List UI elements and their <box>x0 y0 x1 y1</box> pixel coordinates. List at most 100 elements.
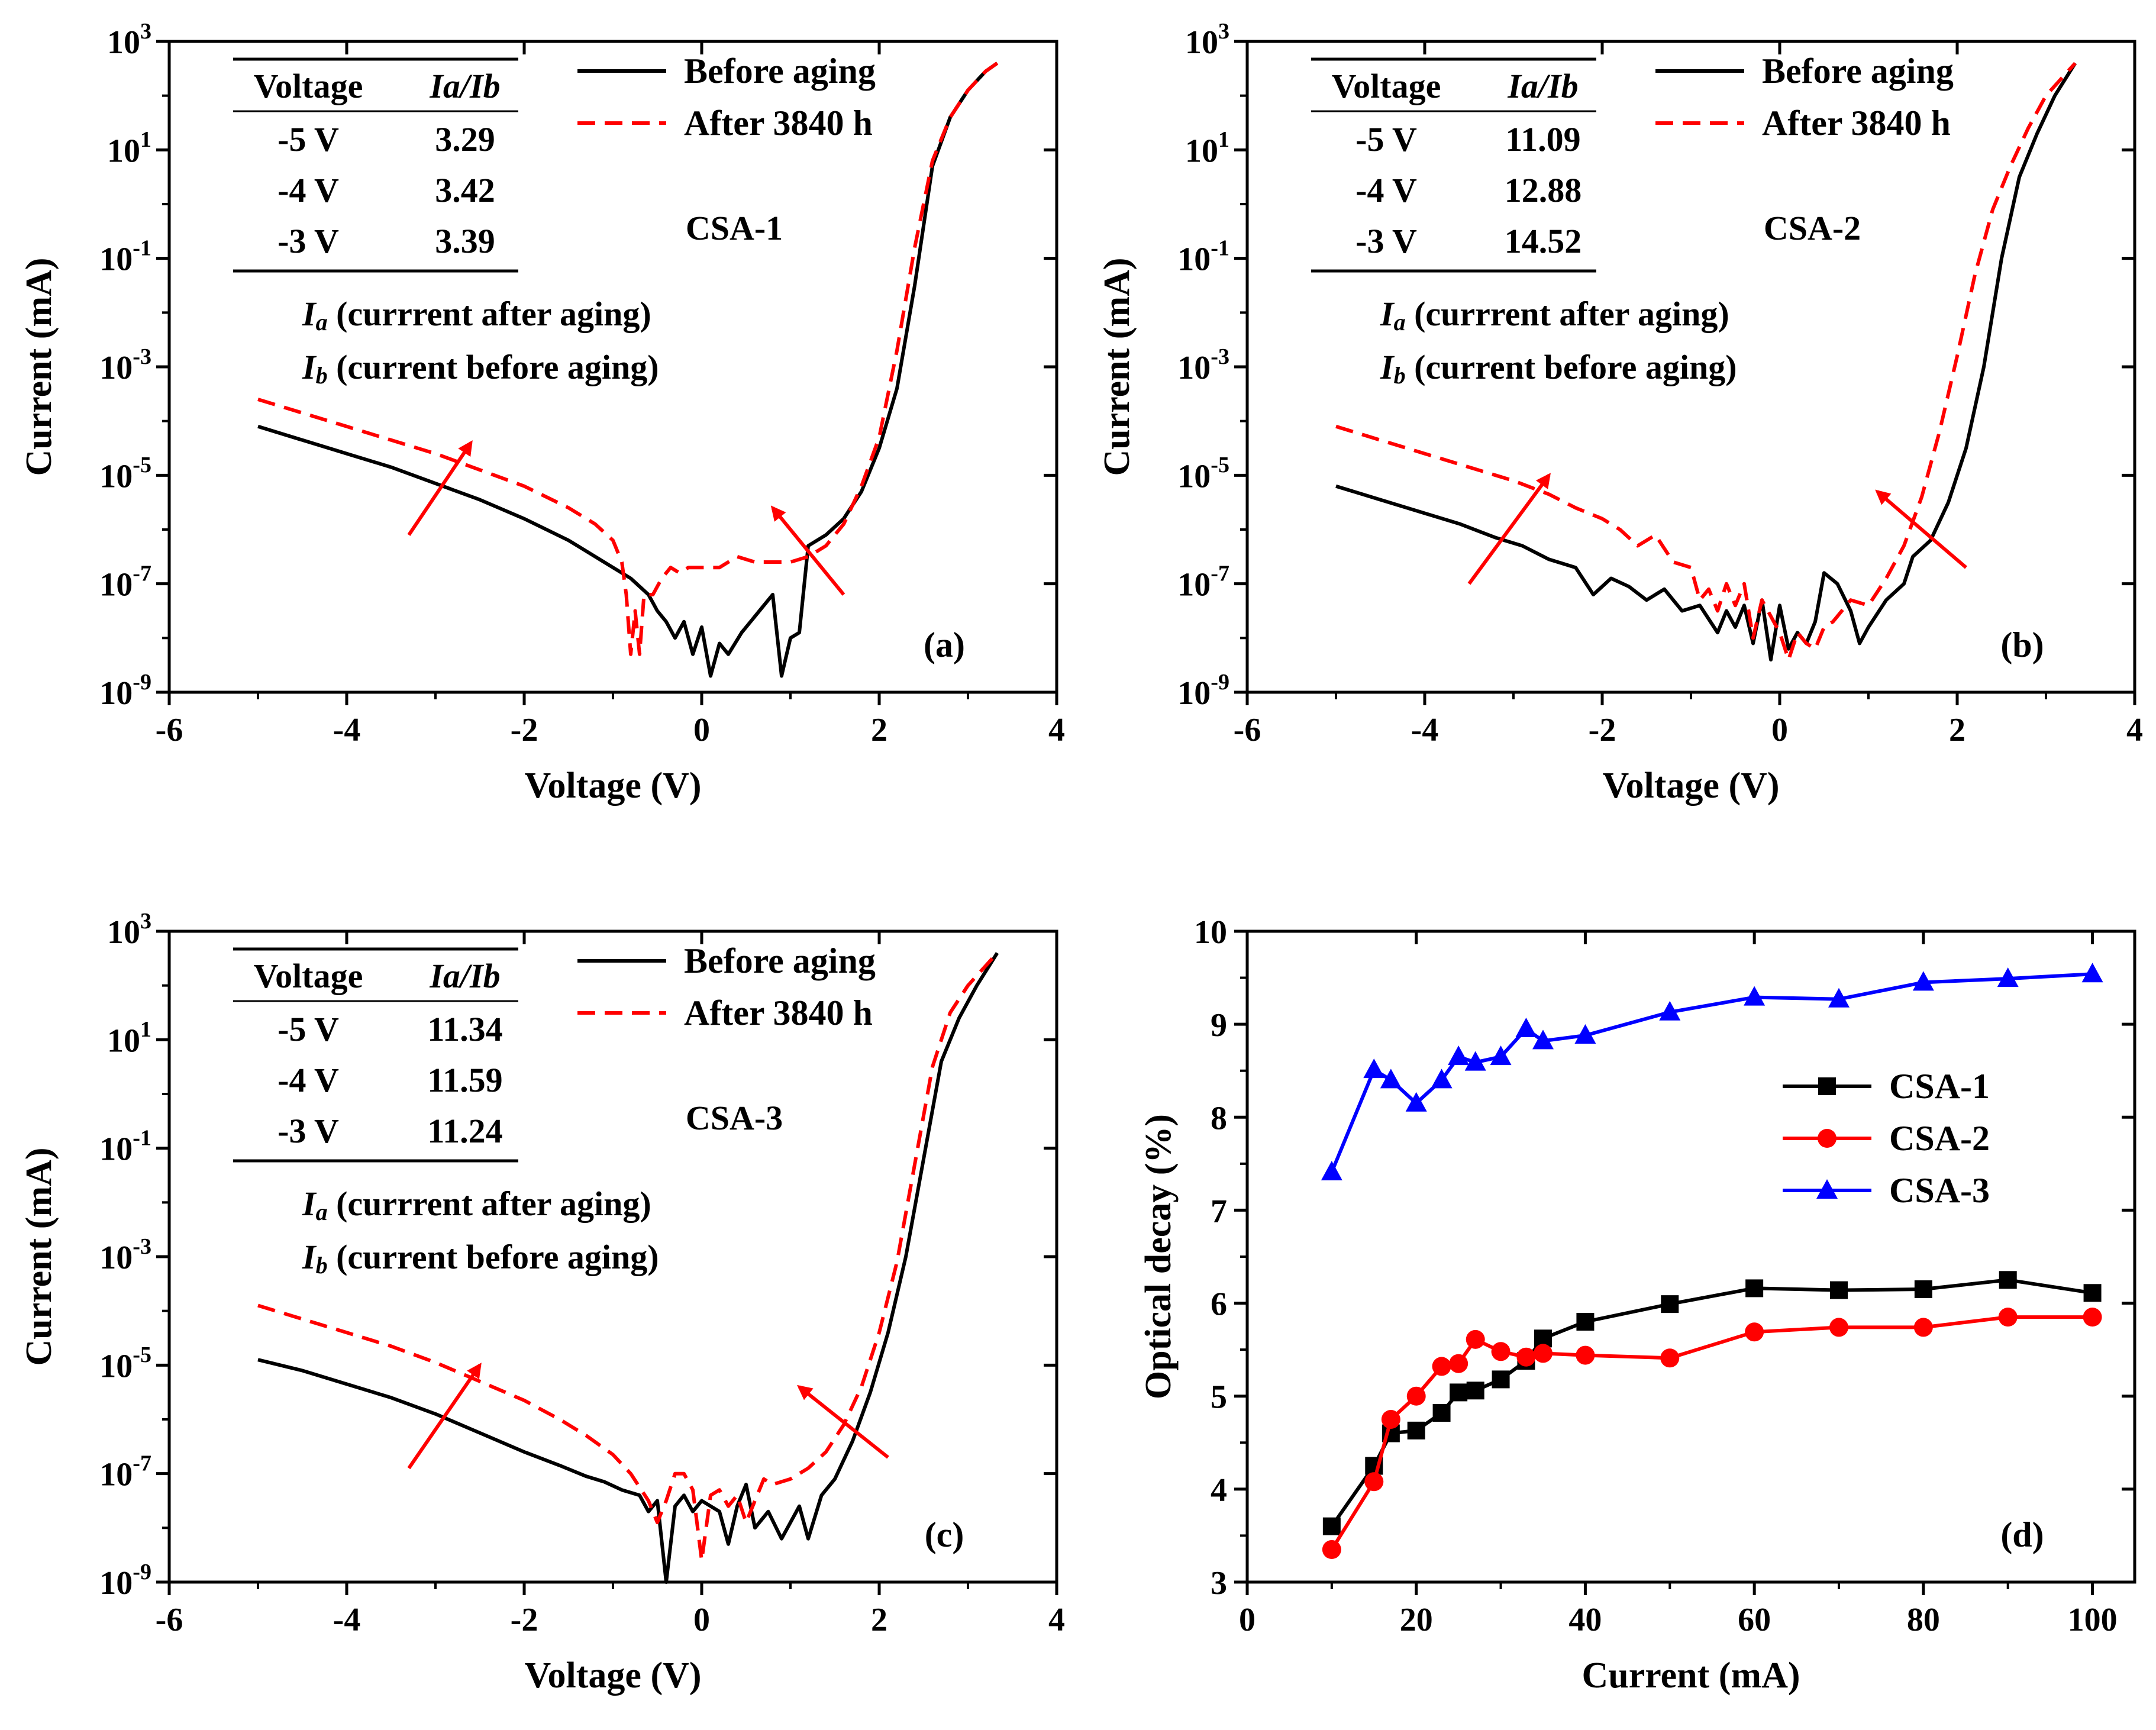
data-point-csa-3 <box>1659 1000 1681 1021</box>
y-tick-label: 103 <box>107 909 151 951</box>
note-ib: Ib (current before aging) <box>302 348 659 389</box>
y-tick-label: 3 <box>1211 1565 1227 1602</box>
series-line-before-aging <box>257 952 999 1584</box>
x-tick-label: 0 <box>1771 712 1788 748</box>
sample-label: CSA-2 <box>1764 209 1861 247</box>
series-line-after-aging <box>257 951 999 1563</box>
trend-arrow <box>770 505 845 596</box>
data-point-csa-3 <box>1363 1058 1385 1079</box>
x-tick-label: -4 <box>333 712 361 748</box>
note-ia: Ia (currrent after aging) <box>302 295 651 335</box>
data-point-csa-2 <box>1432 1357 1451 1376</box>
data-point-csa-2 <box>1491 1342 1511 1361</box>
legend-label-csa-2: CSA-2 <box>1889 1119 1990 1158</box>
table-cell-voltage: -3 V <box>277 222 339 260</box>
data-point-csa-2 <box>1381 1410 1400 1429</box>
legend-label-csa-1: CSA-1 <box>1889 1067 1990 1106</box>
legend-label-after-aging: After 3840 h <box>1762 104 1951 143</box>
x-tick-label: 4 <box>1048 1602 1065 1638</box>
series-line-csa-1 <box>1330 1278 2093 1528</box>
table-cell-ratio: 11.09 <box>1505 120 1580 159</box>
data-point-csa-2 <box>2083 1308 2102 1327</box>
y-tick-label: 101 <box>1185 127 1229 169</box>
y-tick-label: 101 <box>107 127 151 169</box>
table-header-voltage: Voltage <box>254 957 363 995</box>
data-point-csa-2 <box>1576 1345 1595 1365</box>
legend-label-before-aging: Before aging <box>684 51 876 91</box>
data-point-csa-3 <box>1828 987 1850 1008</box>
y-axis-title: Optical decay (%) <box>1138 1114 1179 1399</box>
trend-arrow <box>407 440 473 536</box>
table-cell-voltage: -5 V <box>1355 120 1417 159</box>
x-tick-label: 60 <box>1738 1602 1771 1638</box>
data-point-csa-3 <box>1997 967 2019 987</box>
x-tick-label: 0 <box>693 1602 710 1638</box>
data-point-csa-2 <box>1466 1329 1485 1349</box>
data-point-csa-2 <box>1660 1348 1680 1368</box>
y-tick-label: 101 <box>107 1017 151 1059</box>
series-line-after-aging <box>1335 62 2077 661</box>
data-point-csa-2 <box>1406 1386 1426 1406</box>
table-cell-ratio: 3.39 <box>435 222 495 260</box>
data-point-csa-1 <box>1661 1295 1679 1313</box>
y-tick-label: 4 <box>1211 1472 1227 1509</box>
x-tick-label: -6 <box>156 712 183 748</box>
x-tick-label: 0 <box>693 712 710 748</box>
trend-arrow <box>1875 489 1967 569</box>
x-tick-label: 2 <box>871 712 887 748</box>
panel-d-optical-decay: 0 20 40 60 80 100 Current (mA) 3 4 5 6 7 8 9 10 Optical… <box>1138 914 2136 1696</box>
series-line-csa-2 <box>1330 1315 2093 1551</box>
x-tick-label: -2 <box>511 1602 538 1638</box>
table-cell-voltage: -4 V <box>277 1061 339 1099</box>
trend-arrow <box>407 1363 482 1470</box>
x-tick-label: 4 <box>2126 712 2143 748</box>
y-tick-label: 10-9 <box>1177 670 1229 712</box>
data-point-csa-1 <box>1322 1517 1341 1535</box>
trend-arrow <box>797 1384 889 1459</box>
table-cell-ratio: 3.42 <box>435 171 495 209</box>
table-cell-voltage: -5 V <box>277 120 339 159</box>
legend-label-before-aging: Before aging <box>1762 51 1954 91</box>
x-tick-label: 100 <box>2068 1602 2118 1638</box>
legend-label-csa-3: CSA-3 <box>1889 1171 1990 1210</box>
x-tick-label: 40 <box>1568 1602 1602 1638</box>
y-tick-label: 6 <box>1211 1286 1227 1323</box>
note-ib: Ib (current before aging) <box>302 1238 659 1279</box>
data-point-csa-3 <box>1532 1029 1554 1050</box>
legend-marker-csa-3 <box>1816 1179 1838 1199</box>
y-tick-label: 10-5 <box>99 453 151 495</box>
table-cell-ratio: 11.34 <box>427 1010 502 1048</box>
legend-marker-csa-1 <box>1818 1077 1836 1095</box>
data-point-csa-2 <box>1829 1318 1848 1337</box>
data-point-csa-1 <box>1745 1279 1764 1298</box>
data-point-csa-2 <box>1998 1308 2018 1327</box>
data-point-csa-3 <box>1574 1024 1596 1044</box>
y-tick-label: 10-9 <box>99 670 151 712</box>
y-tick-label: 10-9 <box>99 1560 151 1602</box>
x-tick-label: 2 <box>871 1602 887 1638</box>
data-point-csa-1 <box>1407 1421 1425 1439</box>
y-tick-label: 7 <box>1211 1193 1227 1229</box>
data-point-csa-3 <box>1490 1045 1512 1066</box>
legend-label-after-aging: After 3840 h <box>684 993 873 1032</box>
data-point-csa-1 <box>1999 1271 2017 1289</box>
data-point-csa-1 <box>1492 1370 1510 1389</box>
data-point-csa-2 <box>1364 1472 1384 1492</box>
x-axis-title: Current (mA) <box>1582 1655 1800 1696</box>
sample-label: CSA-3 <box>686 1099 783 1137</box>
x-axis-title: Voltage (V) <box>524 766 701 806</box>
panel-label: (a) <box>924 625 965 664</box>
data-point-csa-2 <box>1534 1344 1553 1363</box>
panel-label: (c) <box>925 1515 964 1554</box>
data-point-csa-1 <box>2083 1284 2102 1302</box>
table-header-voltage: Voltage <box>254 67 363 105</box>
x-tick-label: 4 <box>1048 712 1065 748</box>
data-point-csa-3 <box>1464 1051 1486 1071</box>
y-tick-label: 10-7 <box>99 561 151 603</box>
y-tick-label: 103 <box>107 19 151 61</box>
y-tick-label: 103 <box>1185 19 1229 61</box>
x-tick-label: 0 <box>1239 1602 1255 1638</box>
table-cell-voltage: -5 V <box>277 1010 339 1048</box>
data-point-csa-1 <box>1466 1382 1484 1400</box>
data-point-csa-3 <box>1912 971 1934 991</box>
